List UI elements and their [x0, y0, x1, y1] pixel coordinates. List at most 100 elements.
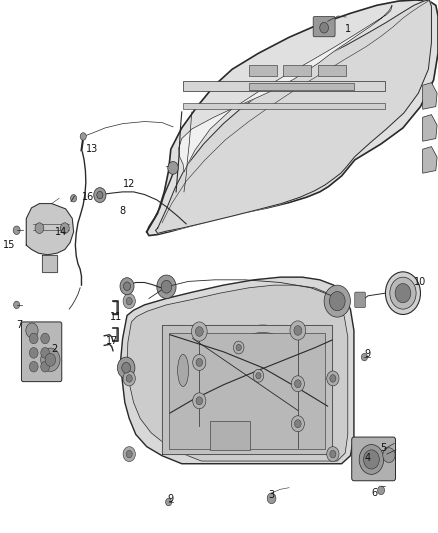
Circle shape: [26, 323, 38, 338]
Text: 13: 13: [86, 144, 98, 154]
Text: 10: 10: [414, 278, 427, 287]
Circle shape: [191, 322, 207, 341]
Circle shape: [94, 188, 106, 203]
FancyBboxPatch shape: [313, 17, 335, 37]
Polygon shape: [179, 5, 392, 172]
Circle shape: [327, 294, 339, 309]
Text: 3: 3: [268, 490, 275, 499]
Circle shape: [161, 280, 172, 293]
Circle shape: [29, 361, 38, 372]
FancyBboxPatch shape: [355, 292, 365, 308]
Circle shape: [330, 375, 336, 382]
Circle shape: [14, 301, 20, 309]
Circle shape: [157, 275, 176, 298]
Text: 8: 8: [120, 206, 126, 215]
Circle shape: [359, 445, 384, 474]
FancyBboxPatch shape: [249, 83, 354, 90]
Ellipse shape: [178, 354, 188, 386]
Polygon shape: [120, 277, 354, 464]
Polygon shape: [26, 204, 74, 255]
Circle shape: [230, 346, 296, 426]
Circle shape: [212, 325, 313, 448]
FancyBboxPatch shape: [249, 65, 277, 76]
Text: 11: 11: [110, 312, 122, 322]
Circle shape: [324, 285, 350, 317]
Circle shape: [41, 361, 49, 372]
Polygon shape: [42, 255, 57, 272]
Circle shape: [236, 344, 241, 351]
Circle shape: [361, 353, 367, 361]
Polygon shape: [155, 0, 431, 233]
Circle shape: [124, 282, 131, 290]
Circle shape: [294, 420, 301, 427]
Circle shape: [395, 284, 411, 303]
Circle shape: [126, 450, 132, 458]
Polygon shape: [423, 147, 437, 173]
Circle shape: [256, 373, 261, 379]
Circle shape: [166, 498, 172, 506]
Circle shape: [330, 297, 336, 305]
FancyBboxPatch shape: [210, 421, 250, 450]
Circle shape: [195, 327, 203, 336]
Circle shape: [41, 348, 60, 372]
Circle shape: [41, 333, 49, 344]
Circle shape: [97, 191, 103, 199]
Text: 14: 14: [55, 227, 67, 237]
Polygon shape: [423, 83, 437, 109]
Text: 1: 1: [345, 25, 351, 34]
Circle shape: [45, 353, 56, 366]
Polygon shape: [162, 325, 332, 454]
Text: 17: 17: [106, 336, 118, 346]
Circle shape: [41, 348, 49, 358]
Text: 16: 16: [81, 192, 94, 202]
Circle shape: [35, 223, 44, 233]
Circle shape: [383, 448, 395, 463]
Text: 6: 6: [371, 488, 378, 498]
Circle shape: [29, 333, 38, 344]
Text: 9: 9: [168, 495, 174, 504]
Circle shape: [80, 133, 86, 140]
Circle shape: [291, 376, 304, 392]
Circle shape: [327, 447, 339, 462]
FancyBboxPatch shape: [352, 437, 396, 481]
Circle shape: [291, 416, 304, 432]
FancyBboxPatch shape: [183, 81, 385, 91]
Circle shape: [122, 362, 131, 373]
Circle shape: [329, 292, 345, 311]
Circle shape: [60, 223, 69, 233]
Circle shape: [196, 397, 203, 405]
Circle shape: [385, 272, 420, 314]
Circle shape: [330, 450, 336, 458]
Text: 5: 5: [380, 443, 386, 453]
Circle shape: [120, 278, 134, 295]
Text: 12: 12: [123, 179, 135, 189]
Circle shape: [126, 297, 132, 305]
Circle shape: [193, 354, 206, 370]
Circle shape: [294, 379, 301, 388]
Circle shape: [219, 333, 307, 440]
Circle shape: [320, 22, 328, 33]
Polygon shape: [147, 0, 438, 236]
Polygon shape: [423, 115, 437, 141]
Text: 9: 9: [365, 350, 371, 359]
Circle shape: [123, 371, 135, 386]
Circle shape: [126, 375, 132, 382]
Text: 4: 4: [365, 454, 371, 463]
Circle shape: [123, 447, 135, 462]
Circle shape: [294, 326, 302, 335]
Circle shape: [29, 348, 38, 358]
Circle shape: [168, 161, 178, 174]
FancyBboxPatch shape: [318, 65, 346, 76]
Circle shape: [290, 321, 306, 340]
Circle shape: [233, 341, 244, 354]
Circle shape: [253, 369, 264, 382]
FancyBboxPatch shape: [169, 333, 325, 449]
FancyBboxPatch shape: [21, 322, 62, 382]
Circle shape: [378, 486, 385, 495]
FancyBboxPatch shape: [283, 65, 311, 76]
Circle shape: [267, 493, 276, 504]
Circle shape: [13, 226, 20, 235]
Circle shape: [193, 393, 206, 409]
FancyBboxPatch shape: [183, 103, 385, 109]
Circle shape: [123, 294, 135, 309]
